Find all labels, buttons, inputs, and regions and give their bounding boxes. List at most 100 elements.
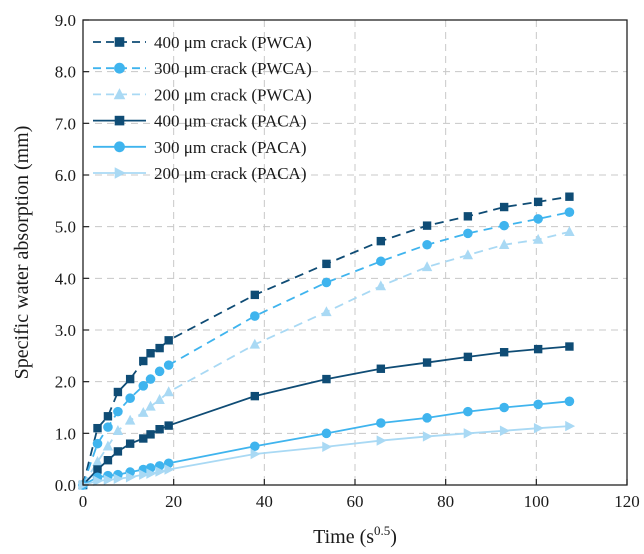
series-marker [564, 396, 575, 407]
grid [83, 20, 627, 485]
series-marker [376, 418, 386, 428]
y-tick-label: 0.0 [55, 476, 76, 495]
series-marker [103, 422, 113, 432]
series-marker [125, 439, 135, 448]
series-marker [565, 192, 574, 201]
series-group [77, 192, 576, 491]
series [78, 207, 575, 490]
legend-item: 300 μm crack (PWCA) [93, 59, 312, 78]
x-tick-label: 60 [347, 492, 364, 511]
series-marker [155, 425, 164, 434]
series-marker [565, 342, 574, 351]
series-marker [139, 469, 149, 480]
series-marker [462, 249, 474, 260]
x-tick-label: 40 [256, 492, 273, 511]
series-marker [250, 290, 260, 300]
series-marker [113, 406, 123, 417]
series-marker [249, 338, 261, 349]
y-tick-label: 8.0 [55, 63, 76, 82]
series-marker [463, 428, 474, 439]
series-marker [498, 239, 510, 249]
series-marker [114, 167, 126, 179]
y-tick-label: 6.0 [55, 166, 76, 185]
series-marker [164, 336, 173, 345]
series-marker [125, 472, 136, 483]
series-marker [103, 456, 113, 465]
series-marker [250, 311, 260, 321]
series-marker [533, 214, 543, 224]
series-marker [146, 430, 155, 439]
x-tick-label: 80 [437, 492, 454, 511]
series-marker [113, 88, 126, 100]
series-marker [422, 413, 432, 423]
series-marker [564, 207, 575, 217]
series-marker [422, 358, 432, 367]
series-marker [499, 220, 509, 231]
series-marker [499, 348, 509, 357]
series-marker [114, 37, 125, 47]
series-marker [422, 239, 432, 250]
series-marker [422, 431, 433, 442]
series-marker [499, 202, 509, 212]
series-marker [322, 441, 333, 452]
series-marker [93, 475, 104, 487]
series-marker [125, 393, 135, 404]
series-marker [376, 435, 387, 446]
series-marker [103, 474, 114, 486]
legend-label: 300 μm crack (PACA) [154, 138, 307, 157]
legend-item: 200 μm crack (PWCA) [93, 85, 312, 104]
x-tick-label: 0 [79, 492, 88, 511]
x-axis-title-sup: 0.5 [374, 523, 390, 538]
x-axis-title: Time (s0.5) [313, 523, 397, 548]
series-marker [533, 344, 543, 354]
series-marker [139, 356, 148, 366]
series-marker [124, 414, 136, 425]
x-tick-label: 20 [165, 492, 182, 511]
series-marker [154, 366, 165, 377]
y-tick-label: 9.0 [55, 11, 76, 30]
series-marker [533, 422, 544, 434]
series [78, 396, 575, 490]
series-marker [565, 420, 576, 432]
series-marker [154, 394, 165, 404]
series-marker [250, 391, 260, 401]
series-marker [139, 434, 148, 443]
series-marker [138, 381, 149, 391]
series-marker [422, 221, 432, 230]
series-marker [421, 261, 433, 272]
series-marker [321, 277, 332, 288]
legend-item: 400 μm crack (PWCA) [93, 33, 312, 52]
series-marker [155, 466, 166, 477]
series-marker [375, 280, 387, 291]
series-marker [376, 364, 386, 373]
series-marker [376, 256, 386, 267]
series-marker [125, 374, 135, 384]
series-marker [533, 399, 543, 410]
series-marker [112, 425, 124, 435]
series-marker [114, 115, 125, 126]
series-marker [564, 226, 575, 237]
series-marker [463, 212, 473, 221]
series-marker [164, 464, 175, 475]
y-axis-title: Specific water absorption (mm) [11, 126, 33, 380]
series-marker [93, 465, 102, 474]
series-marker [321, 306, 332, 317]
series-marker [463, 352, 473, 362]
series-marker [499, 425, 510, 436]
series-marker [499, 402, 509, 413]
series-marker [113, 387, 123, 397]
legend-item: 400 μm crack (PACA) [93, 112, 307, 131]
series-marker [164, 421, 173, 430]
series [78, 342, 574, 490]
x-axis-title-main: Time (s [313, 526, 374, 548]
series-marker [250, 448, 261, 460]
series-marker [92, 438, 103, 449]
legend-label: 400 μm crack (PWCA) [154, 33, 312, 52]
y-tick-label: 3.0 [55, 321, 76, 340]
series-marker [463, 228, 473, 239]
series-marker [146, 468, 157, 479]
series-line [82, 195, 570, 486]
axis-ticks: 0 20 40 60 80 100 120 0.0 1.0 2.0 3.0 4.0 5.0 6.0 7.0 8… [55, 11, 640, 511]
y-tick-label: 4.0 [55, 269, 76, 288]
